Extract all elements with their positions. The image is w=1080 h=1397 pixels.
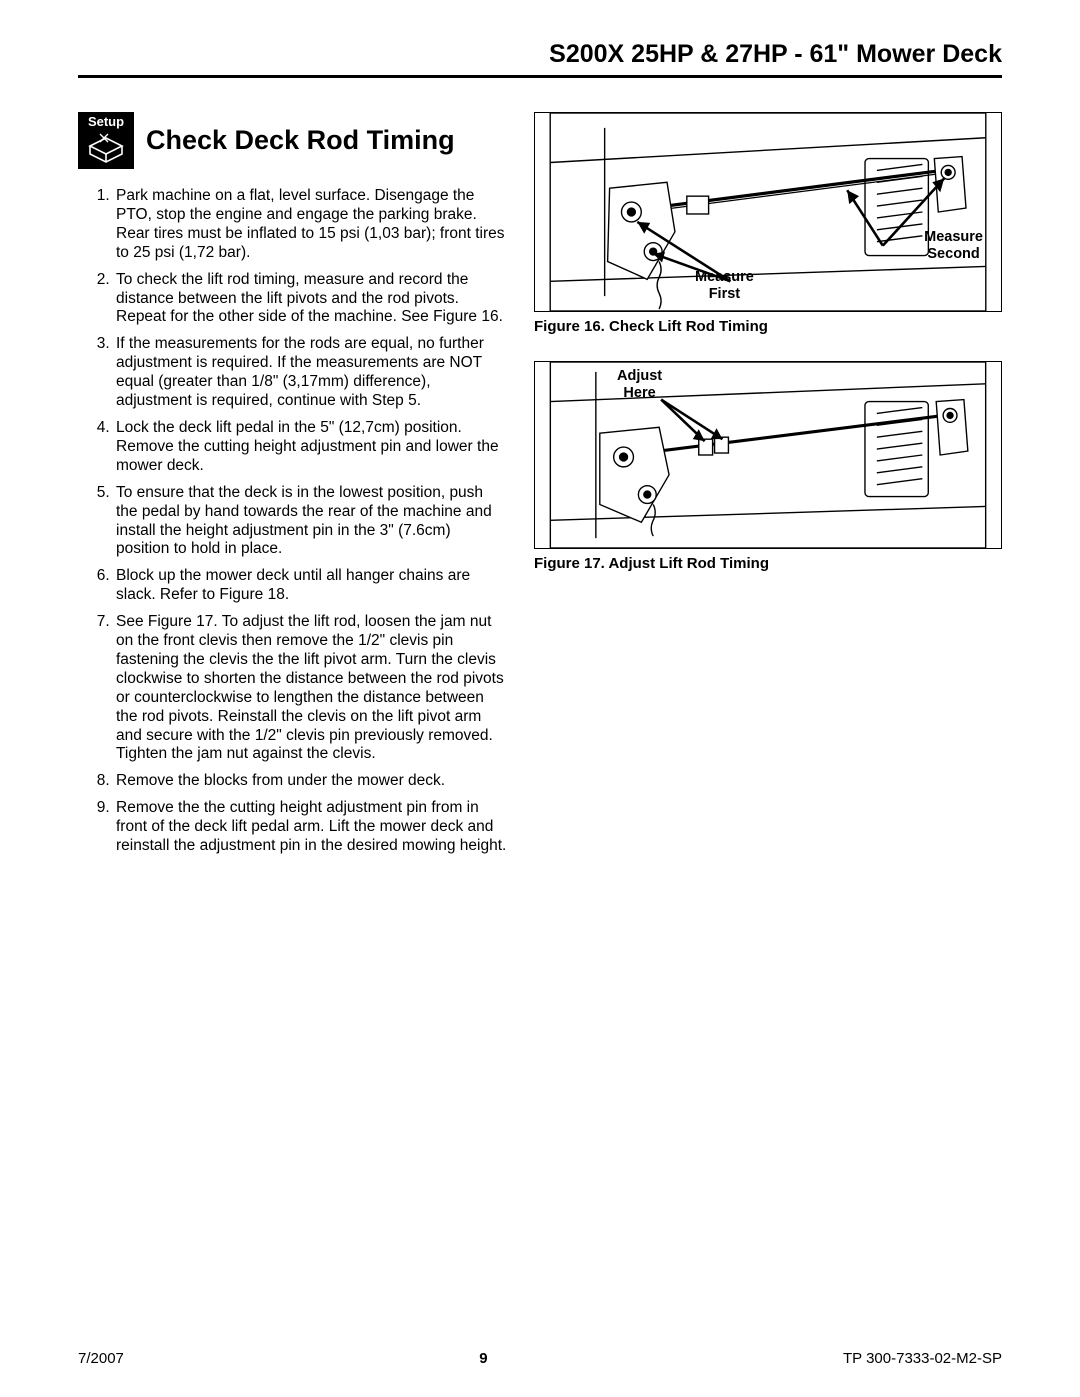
label-line: Adjust (617, 368, 662, 384)
label-line: First (709, 286, 740, 302)
label-line: Measure (924, 229, 983, 245)
step-item: Lock the deck lift pedal in the 5" (12,7… (114, 419, 508, 476)
section-title: Check Deck Rod Timing (146, 125, 455, 156)
figure-17: Adjust Here (534, 361, 1002, 549)
footer-date: 7/2007 (78, 1350, 124, 1367)
step-item: Block up the mower deck until all hanger… (114, 567, 508, 605)
setup-box-icon (78, 129, 134, 169)
step-item: If the measurements for the rods are equ… (114, 335, 508, 411)
section-heading: Setup Check Deck Rod Timing (78, 112, 508, 169)
page: S200X 25HP & 27HP - 61" Mower Deck Setup (0, 0, 1080, 1397)
figure17-label-adjust: Adjust Here (617, 368, 662, 401)
step-item: Remove the the cutting height adjustment… (114, 799, 508, 856)
steps-list: Park machine on a flat, level surface. D… (78, 187, 508, 856)
footer-docid: TP 300-7333-02-M2-SP (843, 1350, 1002, 1367)
step-item: To check the lift rod timing, measure an… (114, 271, 508, 328)
figure-17-caption: Figure 17. Adjust Lift Rod Timing (534, 555, 1002, 572)
right-column: Measure First Measure Second Figure 16. … (534, 112, 1002, 864)
figure-16-caption: Figure 16. Check Lift Rod Timing (534, 318, 1002, 335)
step-item: Park machine on a flat, level surface. D… (114, 187, 508, 263)
figure16-label-first: Measure First (695, 269, 754, 302)
step-item: To ensure that the deck is in the lowest… (114, 484, 508, 560)
setup-badge-block: Setup (78, 112, 134, 169)
label-line: Measure (695, 269, 754, 285)
figure16-label-second: Measure Second (924, 229, 983, 262)
figure-16: Measure First Measure Second (534, 112, 1002, 312)
label-line: Second (927, 246, 979, 262)
step-item: Remove the blocks from under the mower d… (114, 772, 508, 791)
page-footer: 7/2007 9 TP 300-7333-02-M2-SP (78, 1350, 1002, 1367)
left-column: Setup Check Deck Rod Timing (78, 112, 508, 864)
step-item: See Figure 17. To adjust the lift rod, l… (114, 613, 508, 764)
setup-badge-label: Setup (78, 112, 134, 129)
content-columns: Setup Check Deck Rod Timing (78, 112, 1002, 864)
label-line: Here (623, 385, 655, 401)
page-title: S200X 25HP & 27HP - 61" Mower Deck (78, 40, 1002, 75)
footer-page-number: 9 (479, 1350, 487, 1367)
header-rule (78, 75, 1002, 78)
